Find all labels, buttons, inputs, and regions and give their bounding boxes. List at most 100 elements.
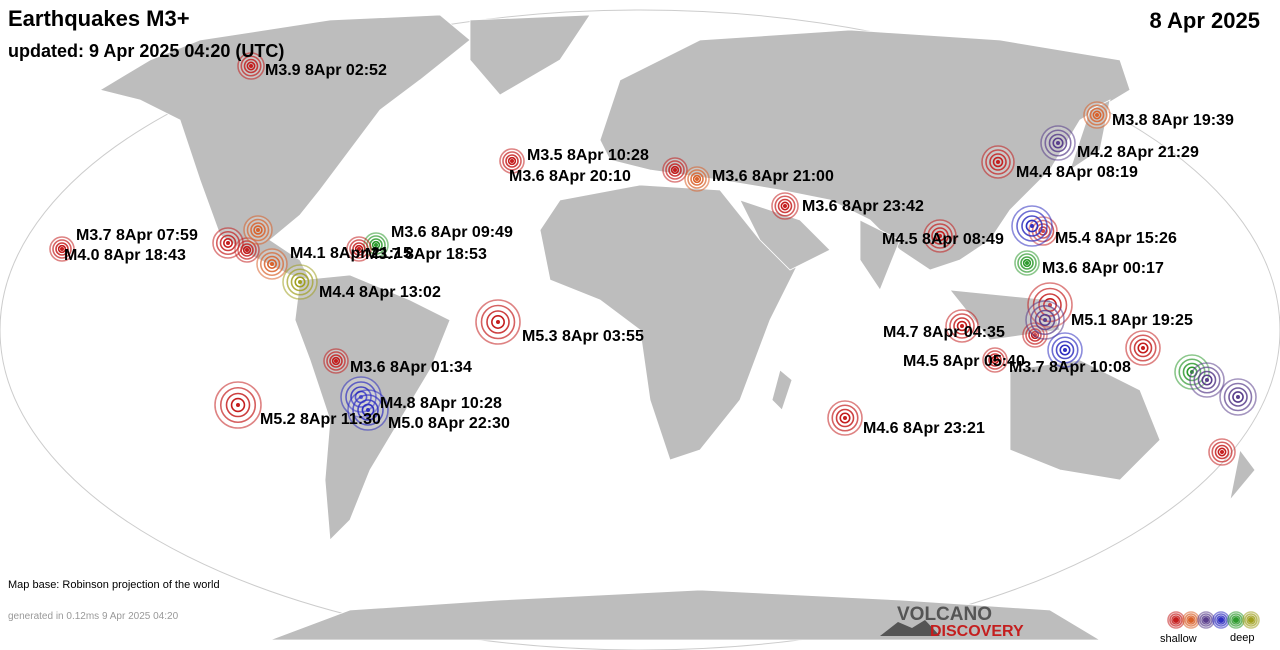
quake-marker: [1182, 611, 1200, 629]
ring-center: [1043, 318, 1047, 322]
ring: [934, 230, 946, 242]
logo-icon: [880, 620, 940, 636]
ring: [505, 154, 519, 168]
ring: [250, 222, 266, 238]
ring: [1172, 616, 1180, 624]
legend-shallow: shallow: [1160, 633, 1197, 645]
quake-marker: [981, 145, 1015, 179]
quake-marker: [212, 227, 244, 259]
ring: [1022, 258, 1032, 268]
quake-marker: [1027, 282, 1073, 328]
depth-legend: [1167, 611, 1260, 629]
ring: [835, 408, 855, 428]
ring: [1025, 219, 1039, 233]
quake-marker: [771, 192, 799, 220]
ring: [263, 255, 281, 273]
ring: [687, 169, 707, 189]
quake-marker: [684, 166, 710, 192]
ring: [502, 151, 522, 171]
ring: [1232, 616, 1240, 624]
quake-marker: [1083, 101, 1111, 129]
quake-marker: [662, 157, 688, 183]
quake-label: M5.4 8Apr 15:26: [1055, 230, 1177, 247]
quake-marker: [1219, 378, 1257, 416]
ring-center: [673, 168, 677, 172]
ring: [1171, 615, 1181, 625]
ring: [949, 313, 975, 339]
ring: [692, 174, 702, 184]
ring: [690, 172, 704, 186]
ring-center: [938, 234, 942, 238]
ring-center: [256, 228, 260, 232]
ring: [1092, 110, 1102, 120]
quake-label: M4.5 8Apr 08:49: [882, 231, 1004, 248]
ring: [486, 310, 510, 334]
ring: [357, 399, 379, 421]
quake-label: M5.3 8Apr 03:55: [522, 328, 644, 345]
quake-label: M3.5 8Apr 10:28: [527, 147, 649, 164]
ring: [219, 386, 257, 424]
ring: [215, 230, 241, 256]
quake-label: M4.8 8Apr 10:28: [380, 395, 502, 412]
ring-center: [1030, 224, 1034, 228]
quake-layer: M3.9 8Apr 02:52 M3.8 8Apr 19:39 M4.2 8Apr …: [49, 52, 1257, 466]
quake-marker: [982, 347, 1008, 373]
ring: [665, 160, 685, 180]
ring: [1055, 340, 1075, 360]
ring: [1217, 447, 1227, 457]
ring-center: [60, 247, 64, 251]
ring: [237, 240, 257, 260]
ring-center: [783, 204, 787, 208]
quake-label: M3.6 8Apr 09:49: [391, 224, 513, 241]
ring-center: [1063, 348, 1067, 352]
quake-marker: [234, 237, 260, 263]
ring-center: [1189, 618, 1193, 622]
ring: [230, 397, 246, 413]
quake-marker: [1189, 362, 1225, 398]
ring: [1038, 293, 1062, 317]
ring: [266, 258, 277, 269]
ring: [491, 315, 505, 329]
ring-center: [374, 243, 378, 247]
quake-label: M4.6 8Apr 23:21: [863, 420, 985, 437]
ring: [956, 320, 968, 332]
ring: [1059, 344, 1071, 356]
ring: [1086, 104, 1108, 126]
ring-center: [1095, 113, 1099, 117]
ring-center: [249, 64, 253, 68]
ring: [223, 238, 234, 249]
ring: [1202, 616, 1210, 624]
quake-label: M3.8 8Apr 19:39: [1112, 112, 1234, 129]
quake-marker: [1212, 611, 1230, 629]
quake-marker: [945, 309, 979, 343]
ring-center: [1141, 346, 1145, 350]
quake-label: M4.4 8Apr 13:02: [319, 284, 441, 301]
ring-center: [298, 280, 302, 284]
quake-marker: [346, 236, 372, 262]
ring: [1246, 615, 1256, 625]
ring: [52, 239, 72, 259]
ring: [1247, 616, 1255, 624]
ring: [990, 355, 1000, 365]
quake-marker: [237, 52, 265, 80]
quake-marker: [282, 264, 318, 300]
ring: [352, 394, 384, 426]
ring: [931, 227, 949, 245]
quake-label: M5.2 8Apr 11:30: [260, 411, 381, 428]
quake-marker: [1227, 611, 1245, 629]
ring: [242, 245, 252, 255]
ring: [985, 350, 1005, 370]
quake-label: M3.7 8Apr 18:53: [365, 246, 487, 263]
ring-center: [1204, 618, 1208, 622]
ring-center: [843, 416, 847, 420]
ring: [774, 195, 796, 217]
quake-marker: [214, 381, 262, 429]
ring: [286, 268, 314, 296]
ring: [1052, 137, 1064, 149]
ring-center: [1234, 618, 1238, 622]
ring: [354, 244, 364, 254]
quake-marker: [923, 219, 957, 253]
ring: [780, 201, 790, 211]
ring: [1137, 342, 1149, 354]
